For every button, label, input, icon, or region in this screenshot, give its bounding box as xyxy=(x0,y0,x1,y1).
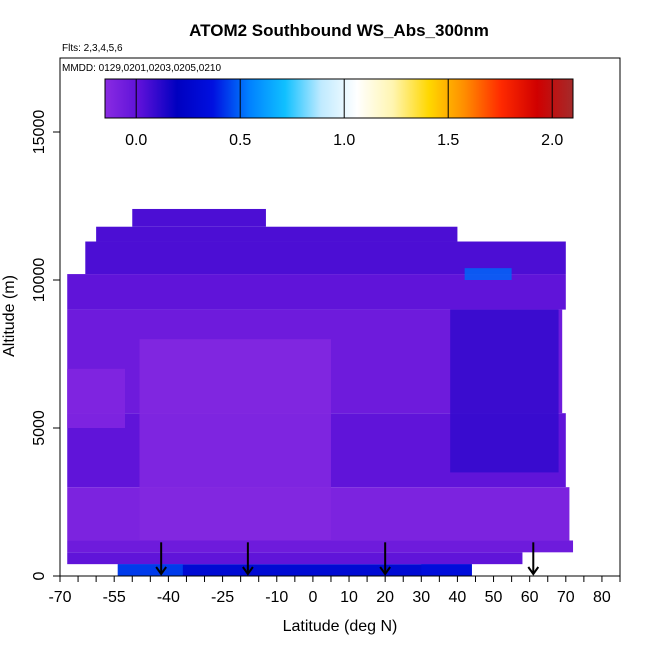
heat-band-2 xyxy=(67,540,574,553)
x-tick-label-0: -70 xyxy=(48,589,71,606)
x-tick-label-13: 80 xyxy=(593,589,611,606)
y-tick-label-1: 5000 xyxy=(31,410,48,446)
x-tick-label-5: 0 xyxy=(308,589,317,606)
chart-title: ATOM2 Southbound WS_Abs_300nm xyxy=(189,21,489,40)
flights-note: Flts: 2,3,4,5,6 xyxy=(62,43,123,54)
heat-band-9 xyxy=(132,208,266,227)
heat-patch-3 xyxy=(139,339,331,541)
heat-patch-5 xyxy=(67,368,126,428)
flight-arrow-3 xyxy=(527,542,540,576)
x-tick-label-6: 10 xyxy=(340,589,358,606)
plot-frame xyxy=(59,57,621,577)
heat-band-8 xyxy=(96,226,458,242)
x-tick-label-10: 50 xyxy=(485,589,503,606)
colorbar-tick-label-0: 0.0 xyxy=(125,132,147,149)
colorbar-tick-label-4: 2.0 xyxy=(541,132,563,149)
colorbar: 0.0 0.5 1.0 1.5 2.0 xyxy=(104,78,574,149)
heat-patch-0 xyxy=(117,564,183,576)
x-tick-label-4: -10 xyxy=(265,589,288,606)
heat-band-1 xyxy=(67,552,523,565)
colorbar-gradient xyxy=(104,78,574,119)
y-axis-label: Altitude (m) xyxy=(1,275,18,357)
x-tick-label-2: -40 xyxy=(157,589,180,606)
y-tick-label-0: 0 xyxy=(31,571,48,580)
y-axis: 0 5000 10000 15000 xyxy=(31,110,60,580)
x-axis: -70 -55 -40 -25 -10 0 10 20 30 40 50 60 70 80 xyxy=(48,576,621,606)
x-tick-label-11: 60 xyxy=(521,589,539,606)
colorbar-tick-label-1: 0.5 xyxy=(229,132,251,149)
flight-arrow-0 xyxy=(155,542,167,576)
flight-arrows xyxy=(155,542,540,576)
x-tick-label-7: 20 xyxy=(376,589,394,606)
heat-patch-1 xyxy=(421,564,472,576)
x-tick-label-12: 70 xyxy=(557,589,575,606)
flight-arrow-2 xyxy=(379,542,391,576)
x-tick-label-3: -25 xyxy=(211,589,234,606)
x-tick-label-1: -55 xyxy=(103,589,126,606)
heat-patch-2 xyxy=(464,268,512,280)
heatmap-cells xyxy=(67,208,574,576)
colorbar-tick-label-2: 1.0 xyxy=(333,132,355,149)
heat-patch-4 xyxy=(450,309,559,473)
flight-arrow-1 xyxy=(242,542,254,576)
x-tick-label-8: 30 xyxy=(412,589,430,606)
y-tick-label-2: 10000 xyxy=(31,258,48,303)
heat-band-0 xyxy=(117,564,472,576)
x-tick-label-9: 40 xyxy=(449,589,467,606)
y-tick-label-3: 15000 xyxy=(31,110,48,155)
dates-note: MMDD: 0129,0201,0203,0205,0210 xyxy=(62,63,221,74)
colorbar-tick-label-3: 1.5 xyxy=(437,132,459,149)
x-axis-label: Latitude (deg N) xyxy=(283,618,398,635)
